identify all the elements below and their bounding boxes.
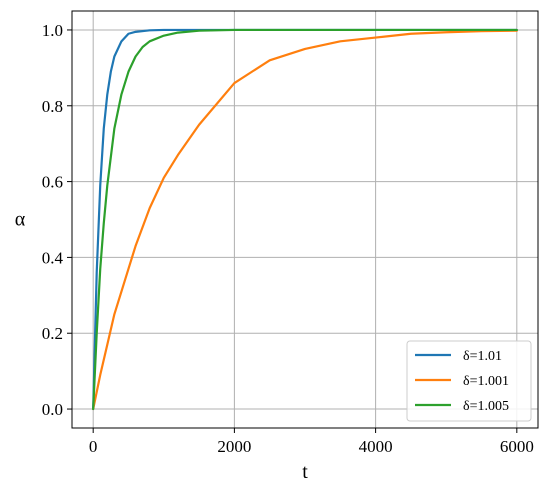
legend-label: δ=1.005 <box>463 399 509 414</box>
legend-box <box>406 340 532 422</box>
y-tick-label: 0.2 <box>42 324 63 343</box>
plot-frame <box>71 10 539 429</box>
ticks: 0 2000 4000 6000 0.0 0.2 0.4 0.6 0.8 1.0 <box>42 21 534 456</box>
y-tick-label: 0.4 <box>42 248 64 267</box>
y-tick-label: 0.0 <box>42 400 63 419</box>
x-tick-label: 2000 <box>217 437 251 456</box>
x-tick-label: 0 <box>89 437 98 456</box>
y-tick-label: 0.6 <box>42 173 63 192</box>
legend-label: δ=1.01 <box>463 349 502 364</box>
legend: δ=1.01 δ=1.001 δ=1.005 <box>406 340 532 422</box>
y-axis-label: α <box>15 209 26 231</box>
legend-label: δ=1.001 <box>463 374 509 389</box>
x-tick-label: 6000 <box>500 437 534 456</box>
series-layer <box>92 28 518 411</box>
y-tick-label: 1.0 <box>42 21 63 40</box>
x-tick-label: 4000 <box>359 437 393 456</box>
series-line <box>92 29 518 411</box>
y-tick-label: 0.8 <box>42 97 63 116</box>
x-axis-label: t <box>302 461 308 483</box>
series-line <box>92 28 518 411</box>
